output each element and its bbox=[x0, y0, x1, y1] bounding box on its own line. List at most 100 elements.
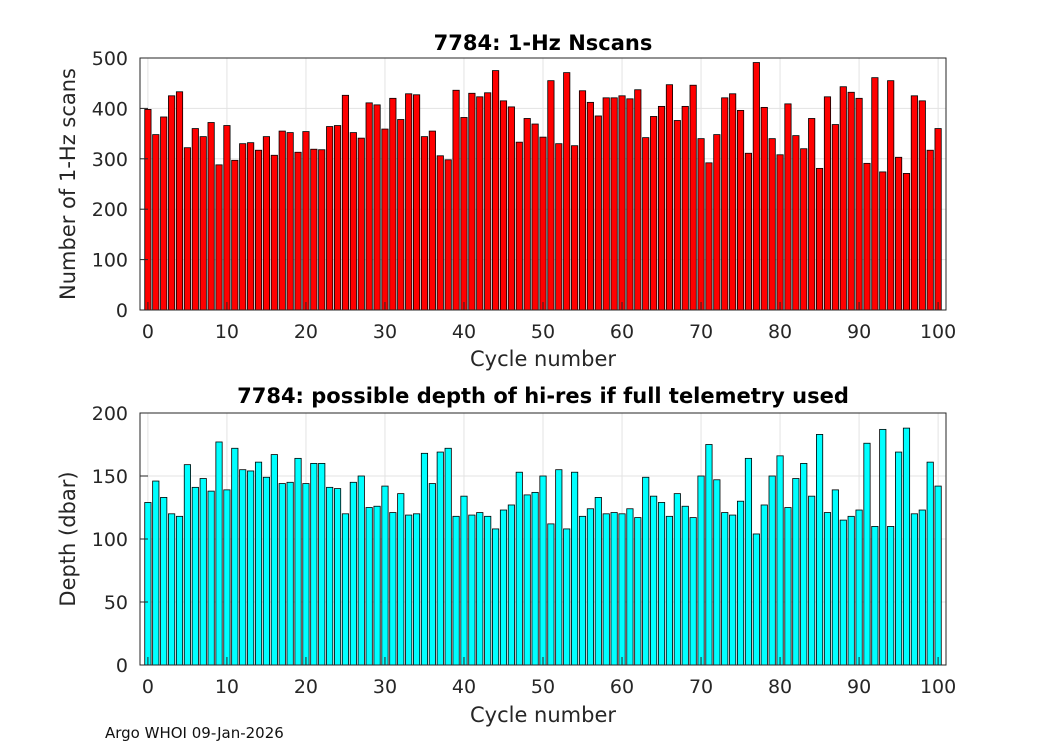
bar bbox=[223, 489, 231, 666]
bar bbox=[507, 106, 515, 311]
bar bbox=[286, 132, 294, 311]
bar bbox=[705, 162, 713, 311]
bar bbox=[144, 109, 152, 311]
bar bbox=[902, 173, 911, 311]
x-axis-label: Cycle number bbox=[470, 703, 616, 727]
bar bbox=[199, 478, 207, 666]
bar bbox=[539, 136, 547, 311]
bar bbox=[863, 442, 871, 666]
bar bbox=[831, 124, 839, 311]
bar bbox=[697, 475, 705, 666]
bar bbox=[752, 62, 760, 311]
bar bbox=[262, 476, 270, 666]
bar bbox=[887, 80, 895, 311]
x-tick-label: 60 bbox=[610, 321, 634, 343]
x-tick-label: 80 bbox=[768, 676, 792, 698]
bar bbox=[405, 93, 413, 311]
bar bbox=[239, 143, 247, 311]
bar bbox=[594, 497, 602, 666]
bar bbox=[254, 461, 263, 666]
y-tick-label: 0 bbox=[116, 300, 128, 322]
bar bbox=[160, 116, 168, 311]
bar bbox=[460, 495, 468, 666]
y-tick-label: 200 bbox=[92, 403, 128, 425]
bar bbox=[642, 137, 650, 311]
x-tick-label: 0 bbox=[142, 321, 154, 343]
bar bbox=[729, 514, 737, 666]
bar bbox=[365, 102, 373, 311]
bar bbox=[657, 105, 666, 311]
bar bbox=[673, 120, 681, 311]
bar bbox=[492, 70, 500, 311]
bar bbox=[808, 495, 816, 666]
bar bbox=[729, 93, 737, 311]
bar bbox=[800, 148, 808, 311]
footer-credit: Argo WHOI 09-Jan-2026 bbox=[105, 724, 284, 742]
x-tick-label: 100 bbox=[920, 676, 956, 698]
bar bbox=[776, 154, 784, 311]
bar bbox=[808, 118, 816, 311]
bar bbox=[294, 151, 302, 311]
bar bbox=[389, 512, 397, 666]
bar bbox=[452, 89, 460, 311]
bar bbox=[736, 110, 745, 311]
y-tick-label: 400 bbox=[92, 98, 128, 120]
bar bbox=[665, 515, 673, 666]
bar bbox=[405, 514, 413, 666]
bar bbox=[657, 502, 666, 666]
bar bbox=[326, 486, 334, 666]
bar bbox=[373, 505, 381, 666]
chart-depth: 0 10 20 30 40 50 60 70 80 90 100 0 50 100 150 200 7784:… bbox=[56, 384, 956, 727]
bar bbox=[571, 471, 579, 666]
bar bbox=[681, 105, 689, 311]
y-axis-label: Number of 1-Hz scans bbox=[56, 68, 80, 300]
bar bbox=[436, 155, 444, 311]
bar bbox=[239, 469, 247, 666]
bar bbox=[887, 526, 895, 666]
y-tick-label: 300 bbox=[92, 149, 128, 171]
x-tick-label: 70 bbox=[689, 676, 713, 698]
bar bbox=[152, 134, 160, 311]
bar bbox=[286, 481, 294, 666]
bar bbox=[310, 462, 318, 666]
y-tick-label: 50 bbox=[104, 592, 128, 614]
bar bbox=[215, 164, 223, 311]
x-tick-label: 50 bbox=[531, 676, 555, 698]
bar bbox=[784, 507, 792, 666]
bar bbox=[689, 517, 697, 666]
bar bbox=[681, 505, 689, 666]
bar bbox=[460, 117, 468, 311]
x-tick-label: 50 bbox=[531, 321, 555, 343]
bar bbox=[586, 508, 594, 666]
x-tick-label: 80 bbox=[768, 321, 792, 343]
bar bbox=[428, 483, 436, 666]
bar bbox=[744, 152, 753, 311]
bar bbox=[563, 528, 571, 666]
bar bbox=[902, 427, 911, 666]
bar bbox=[341, 513, 350, 666]
bar bbox=[768, 475, 776, 666]
x-tick-label: 30 bbox=[373, 321, 397, 343]
bar bbox=[602, 513, 610, 666]
bar bbox=[816, 434, 824, 666]
bar bbox=[428, 130, 436, 311]
bar bbox=[365, 507, 373, 666]
bar bbox=[199, 136, 207, 311]
x-tick-label: 90 bbox=[847, 676, 871, 698]
bar bbox=[713, 134, 721, 311]
bar bbox=[318, 462, 326, 666]
chart-nscans: 0 10 20 30 40 50 60 70 80 90 100 0 100 200 300 400 500 7… bbox=[56, 31, 956, 371]
bar bbox=[183, 464, 191, 666]
bar bbox=[626, 98, 634, 311]
bar bbox=[278, 483, 286, 666]
bar bbox=[270, 454, 278, 666]
bar bbox=[642, 476, 650, 666]
bar bbox=[389, 97, 397, 311]
y-tick-label: 500 bbox=[92, 48, 128, 70]
bar bbox=[468, 92, 476, 311]
bar bbox=[910, 95, 918, 311]
bar bbox=[302, 483, 310, 666]
bar bbox=[484, 515, 492, 666]
bar bbox=[816, 167, 824, 311]
